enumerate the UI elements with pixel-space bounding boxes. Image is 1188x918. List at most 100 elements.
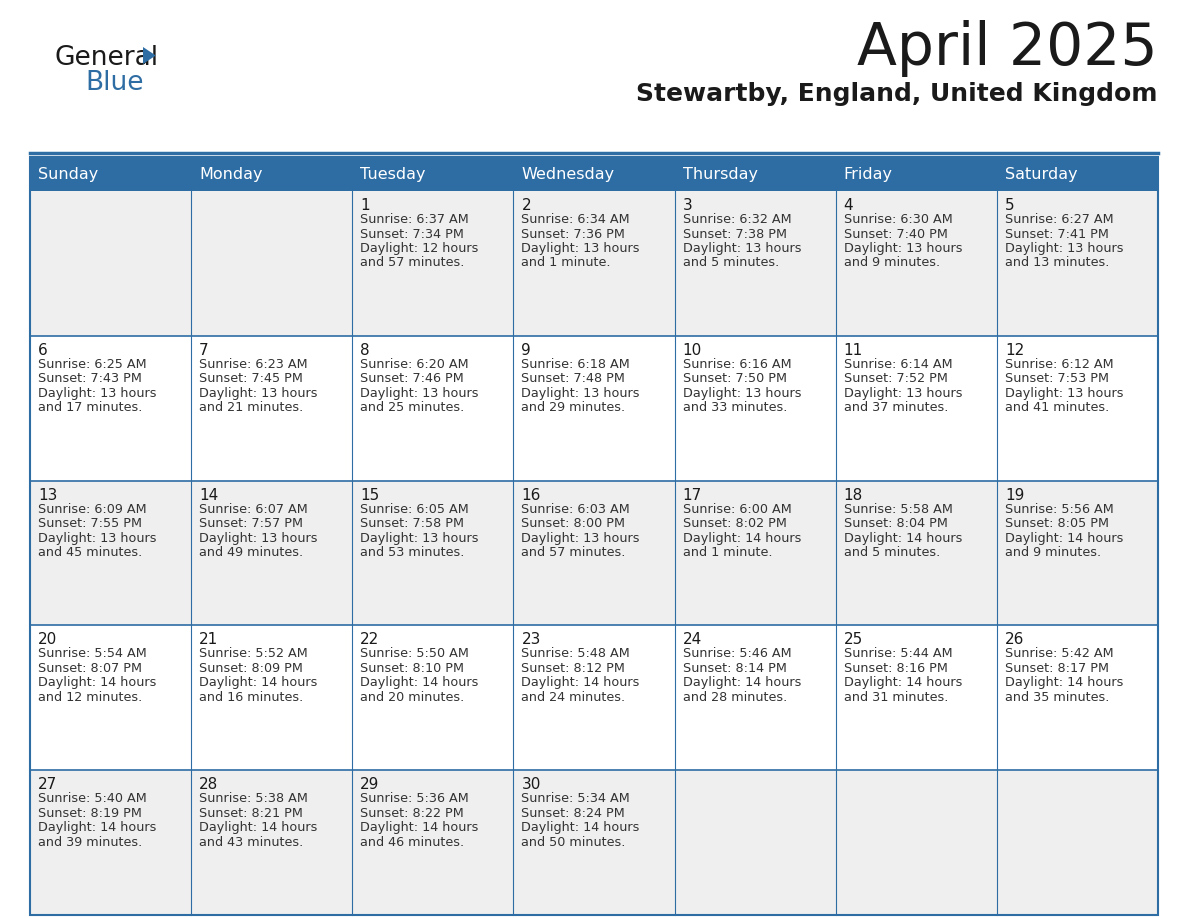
Text: and 49 minutes.: and 49 minutes. — [200, 546, 303, 559]
Text: Sunrise: 5:52 AM: Sunrise: 5:52 AM — [200, 647, 308, 660]
Text: Daylight: 14 hours: Daylight: 14 hours — [1005, 532, 1123, 544]
Text: Daylight: 14 hours: Daylight: 14 hours — [683, 677, 801, 689]
Text: Sunrise: 5:56 AM: Sunrise: 5:56 AM — [1005, 502, 1113, 516]
Text: and 33 minutes.: and 33 minutes. — [683, 401, 786, 414]
Text: Sunrise: 5:50 AM: Sunrise: 5:50 AM — [360, 647, 469, 660]
Text: 9: 9 — [522, 342, 531, 358]
Text: 2: 2 — [522, 198, 531, 213]
Text: and 13 minutes.: and 13 minutes. — [1005, 256, 1110, 270]
Text: Sunset: 7:48 PM: Sunset: 7:48 PM — [522, 373, 625, 386]
Text: and 39 minutes.: and 39 minutes. — [38, 835, 143, 849]
Text: and 24 minutes.: and 24 minutes. — [522, 691, 626, 704]
Text: and 20 minutes.: and 20 minutes. — [360, 691, 465, 704]
Text: Sunset: 7:58 PM: Sunset: 7:58 PM — [360, 517, 465, 530]
Text: Friday: Friday — [843, 166, 892, 182]
Text: Thursday: Thursday — [683, 166, 758, 182]
Text: Sunrise: 5:46 AM: Sunrise: 5:46 AM — [683, 647, 791, 660]
Text: 8: 8 — [360, 342, 369, 358]
Text: Sunset: 8:04 PM: Sunset: 8:04 PM — [843, 517, 948, 530]
Text: Sunrise: 6:12 AM: Sunrise: 6:12 AM — [1005, 358, 1113, 371]
Text: Tuesday: Tuesday — [360, 166, 425, 182]
Text: Daylight: 14 hours: Daylight: 14 hours — [683, 532, 801, 544]
Text: and 31 minutes.: and 31 minutes. — [843, 691, 948, 704]
Text: Sunset: 8:19 PM: Sunset: 8:19 PM — [38, 807, 141, 820]
Text: and 17 minutes.: and 17 minutes. — [38, 401, 143, 414]
Text: and 45 minutes.: and 45 minutes. — [38, 546, 143, 559]
Text: 20: 20 — [38, 633, 57, 647]
Text: Sunrise: 6:00 AM: Sunrise: 6:00 AM — [683, 502, 791, 516]
Text: 11: 11 — [843, 342, 862, 358]
Text: 22: 22 — [360, 633, 379, 647]
Text: Daylight: 14 hours: Daylight: 14 hours — [843, 532, 962, 544]
Text: 29: 29 — [360, 778, 380, 792]
Text: Daylight: 14 hours: Daylight: 14 hours — [843, 677, 962, 689]
Text: 15: 15 — [360, 487, 379, 502]
Text: 19: 19 — [1005, 487, 1024, 502]
Text: Daylight: 13 hours: Daylight: 13 hours — [843, 386, 962, 400]
Bar — [30, 336, 1158, 481]
Text: Sunset: 8:10 PM: Sunset: 8:10 PM — [360, 662, 465, 675]
Text: and 12 minutes.: and 12 minutes. — [38, 691, 143, 704]
Text: Sunset: 8:09 PM: Sunset: 8:09 PM — [200, 662, 303, 675]
Text: Sunset: 7:45 PM: Sunset: 7:45 PM — [200, 373, 303, 386]
Text: Sunset: 7:40 PM: Sunset: 7:40 PM — [843, 228, 948, 241]
Text: Sunrise: 6:03 AM: Sunrise: 6:03 AM — [522, 502, 630, 516]
Text: and 5 minutes.: and 5 minutes. — [843, 546, 940, 559]
Text: 16: 16 — [522, 487, 541, 502]
Text: Daylight: 13 hours: Daylight: 13 hours — [200, 386, 317, 400]
Text: April 2025: April 2025 — [858, 20, 1158, 77]
Text: Daylight: 14 hours: Daylight: 14 hours — [38, 822, 157, 834]
Text: and 57 minutes.: and 57 minutes. — [360, 256, 465, 270]
Text: Monday: Monday — [200, 166, 263, 182]
Text: and 43 minutes.: and 43 minutes. — [200, 835, 303, 849]
Text: Sunrise: 6:27 AM: Sunrise: 6:27 AM — [1005, 213, 1113, 226]
Bar — [30, 625, 1158, 770]
Text: Daylight: 13 hours: Daylight: 13 hours — [522, 386, 640, 400]
Text: and 16 minutes.: and 16 minutes. — [200, 691, 303, 704]
Text: and 5 minutes.: and 5 minutes. — [683, 256, 779, 270]
Text: Saturday: Saturday — [1005, 166, 1078, 182]
Text: Sunrise: 6:32 AM: Sunrise: 6:32 AM — [683, 213, 791, 226]
Text: and 57 minutes.: and 57 minutes. — [522, 546, 626, 559]
Text: 12: 12 — [1005, 342, 1024, 358]
Text: Sunset: 8:05 PM: Sunset: 8:05 PM — [1005, 517, 1108, 530]
Text: Daylight: 13 hours: Daylight: 13 hours — [522, 242, 640, 255]
Text: Daylight: 13 hours: Daylight: 13 hours — [683, 386, 801, 400]
Text: 7: 7 — [200, 342, 209, 358]
Text: Sunset: 7:34 PM: Sunset: 7:34 PM — [360, 228, 465, 241]
Text: Daylight: 13 hours: Daylight: 13 hours — [38, 386, 157, 400]
Text: 28: 28 — [200, 778, 219, 792]
Text: Sunset: 7:57 PM: Sunset: 7:57 PM — [200, 517, 303, 530]
Text: Sunset: 8:24 PM: Sunset: 8:24 PM — [522, 807, 625, 820]
Text: and 50 minutes.: and 50 minutes. — [522, 835, 626, 849]
Text: Sunrise: 6:30 AM: Sunrise: 6:30 AM — [843, 213, 953, 226]
Bar — [30, 770, 1158, 915]
Text: 26: 26 — [1005, 633, 1024, 647]
Text: Sunrise: 5:40 AM: Sunrise: 5:40 AM — [38, 792, 147, 805]
Text: and 9 minutes.: and 9 minutes. — [1005, 546, 1101, 559]
Text: Sunset: 7:53 PM: Sunset: 7:53 PM — [1005, 373, 1108, 386]
Bar — [30, 157, 1158, 915]
Text: 14: 14 — [200, 487, 219, 502]
Text: Sunrise: 6:25 AM: Sunrise: 6:25 AM — [38, 358, 146, 371]
Text: and 25 minutes.: and 25 minutes. — [360, 401, 465, 414]
Text: and 28 minutes.: and 28 minutes. — [683, 691, 786, 704]
Text: 23: 23 — [522, 633, 541, 647]
Text: Sunrise: 5:58 AM: Sunrise: 5:58 AM — [843, 502, 953, 516]
Text: Daylight: 13 hours: Daylight: 13 hours — [1005, 386, 1124, 400]
Text: Sunrise: 6:05 AM: Sunrise: 6:05 AM — [360, 502, 469, 516]
Text: Sunrise: 5:36 AM: Sunrise: 5:36 AM — [360, 792, 469, 805]
Text: Sunrise: 6:07 AM: Sunrise: 6:07 AM — [200, 502, 308, 516]
Text: Sunrise: 5:54 AM: Sunrise: 5:54 AM — [38, 647, 147, 660]
Text: Sunset: 8:12 PM: Sunset: 8:12 PM — [522, 662, 625, 675]
Text: Sunrise: 6:23 AM: Sunrise: 6:23 AM — [200, 358, 308, 371]
Text: Sunset: 7:43 PM: Sunset: 7:43 PM — [38, 373, 141, 386]
Text: 17: 17 — [683, 487, 702, 502]
Text: 3: 3 — [683, 198, 693, 213]
Text: and 9 minutes.: and 9 minutes. — [843, 256, 940, 270]
Text: 6: 6 — [38, 342, 48, 358]
Text: Daylight: 14 hours: Daylight: 14 hours — [360, 677, 479, 689]
Text: and 21 minutes.: and 21 minutes. — [200, 401, 303, 414]
Polygon shape — [143, 47, 156, 64]
Text: Sunset: 7:55 PM: Sunset: 7:55 PM — [38, 517, 143, 530]
